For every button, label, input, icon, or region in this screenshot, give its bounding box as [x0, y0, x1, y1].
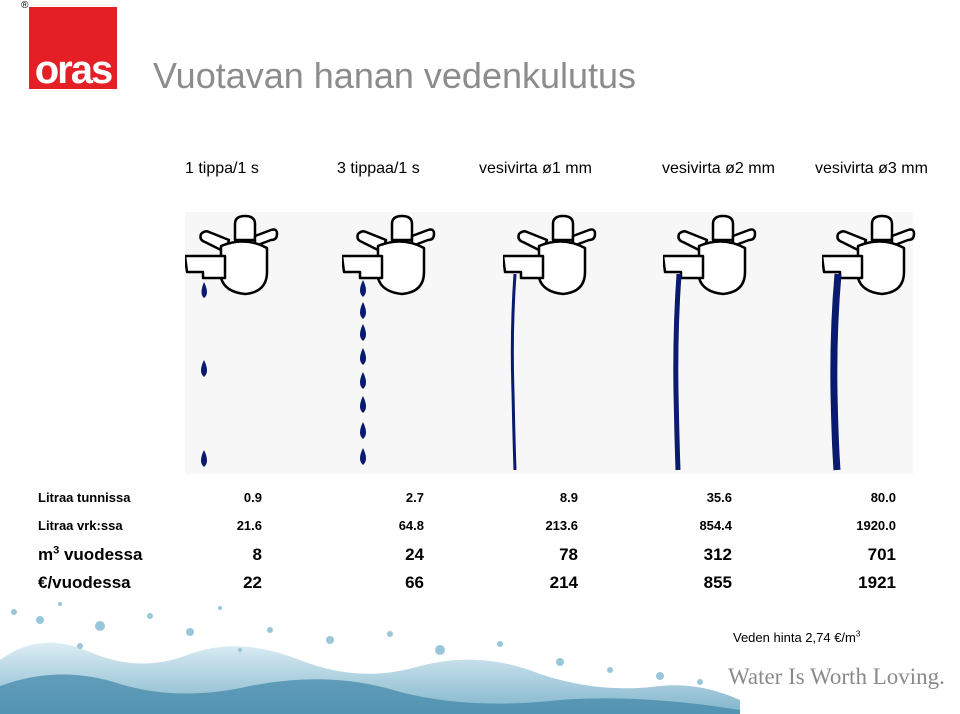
cell-litraa-tunnissa-4: 35.6 — [706, 490, 732, 505]
oras-logo-text: oras — [35, 49, 112, 89]
cell-litraa-tunnissa-5: 80.0 — [870, 490, 896, 505]
faucet-4-stream-2mm — [663, 214, 757, 471]
water-stream-icon — [510, 273, 517, 471]
faucet-1-drip-slow — [185, 214, 279, 467]
cell-m3-vuodessa-5: 701 — [867, 545, 896, 564]
row-label-eur-vuodessa: €/vuodessa — [38, 573, 131, 592]
water-stream-icon — [830, 273, 842, 471]
cell-eur-vuodessa-3: 214 — [549, 573, 578, 592]
cell-litraa-tunnissa-2: 2.7 — [405, 490, 424, 505]
water-splash-decoration — [0, 602, 740, 714]
water-drop-icon — [360, 280, 366, 465]
water-drop-icon — [201, 282, 207, 467]
cell-m3-vuodessa-3: 78 — [559, 545, 578, 564]
row-label-litraa-tunnissa: Litraa tunnissa — [38, 490, 131, 505]
cell-litraa-vrk-2: 64.8 — [398, 518, 424, 533]
cell-m3-vuodessa-4: 312 — [703, 545, 732, 564]
page-title: Vuotavan hanan vedenkulutus — [153, 55, 637, 96]
faucet-3-stream-1mm — [503, 214, 597, 471]
faucet-5-stream-3mm — [822, 214, 916, 471]
cell-litraa-vrk-3: 213.6 — [545, 518, 578, 533]
cell-eur-vuodessa-4: 855 — [703, 573, 732, 592]
cell-litraa-vrk-4: 854.4 — [699, 518, 732, 533]
row-label-m3-vuodessa: m3 vuodessa — [38, 544, 143, 564]
cell-eur-vuodessa-1: 22 — [243, 573, 262, 592]
column-header-3: vesivirta ø1 mm — [479, 160, 592, 177]
oras-logo: oras — [29, 7, 117, 89]
cell-m3-vuodessa-2: 24 — [405, 545, 424, 564]
column-header-2: 3 tippaa/1 s — [337, 160, 420, 177]
row-label-litraa-vrk: Litraa vrk:ssa — [38, 518, 123, 533]
faucet-icon — [503, 214, 597, 296]
water-stream-icon — [673, 273, 682, 471]
column-header-4: vesivirta ø2 mm — [662, 160, 775, 177]
cell-eur-vuodessa-5: 1921 — [858, 573, 896, 592]
cell-m3-vuodessa-1: 8 — [252, 545, 262, 564]
registered-mark: ® — [21, 0, 29, 11]
cell-litraa-tunnissa-3: 8.9 — [559, 490, 578, 505]
water-price-note: Veden hinta 2,74 €/m3 — [733, 629, 861, 645]
column-header-1: 1 tippa/1 s — [185, 160, 259, 177]
faucet-2-drip-fast — [342, 214, 436, 465]
faucet-icon — [342, 214, 436, 296]
column-header-5: vesivirta ø3 mm — [815, 160, 928, 177]
faucet-illustration-panel — [185, 212, 916, 474]
cell-litraa-vrk-5: 1920.0 — [856, 518, 896, 533]
cell-litraa-tunnissa-1: 0.9 — [243, 490, 262, 505]
faucet-icon — [185, 214, 279, 296]
cell-litraa-vrk-1: 21.6 — [236, 518, 262, 533]
cell-eur-vuodessa-2: 66 — [405, 573, 424, 592]
oras-logo-wordmark: oras — [35, 49, 114, 89]
brand-slogan: Water Is Worth Loving. — [728, 664, 945, 689]
